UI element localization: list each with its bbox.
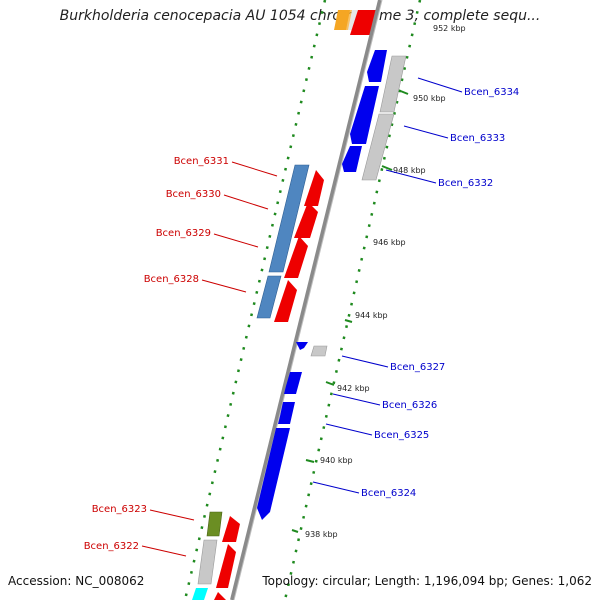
- backbone-line: [230, 0, 382, 600]
- gene-label-left[interactable]: Bcen_6323: [92, 504, 147, 515]
- gene-label-left[interactable]: Bcen_6329: [156, 228, 211, 239]
- gene-bcen-6325[interactable]: [278, 402, 295, 424]
- tick-label: 948 kbp: [393, 166, 426, 175]
- tick-label: 940 kbp: [320, 456, 353, 465]
- forward-genes: [257, 50, 407, 520]
- tick-label: 946 kbp: [373, 238, 406, 247]
- gene-label-right[interactable]: Bcen_6333: [450, 133, 505, 144]
- gene-bcen-6323[interactable]: [222, 516, 240, 542]
- tick-label: 952 kbp: [433, 24, 466, 33]
- gene-label-left[interactable]: Bcen_6331: [174, 156, 229, 167]
- right-leader-lines: [312, 77, 463, 494]
- gene-label-left[interactable]: Bcen_6330: [166, 189, 221, 200]
- cog-block-olive: [206, 511, 223, 537]
- tick-label: 938 kbp: [305, 530, 338, 539]
- cog-block-cyan: [192, 588, 208, 600]
- gene-bcen-6327[interactable]: [296, 342, 308, 350]
- gene-bcen-6326[interactable]: [284, 372, 302, 394]
- accession-text: Accession: NC_008062: [8, 574, 145, 588]
- gene-bcen-6333[interactable]: [350, 86, 379, 144]
- gene-label-right[interactable]: Bcen_6325: [374, 430, 429, 441]
- map-title: Burkholderia cenocepacia AU 1054 chromos…: [59, 8, 541, 24]
- gene-bcen-6322[interactable]: [216, 544, 236, 588]
- cog-block: [379, 55, 407, 113]
- gene-label-left[interactable]: Bcen_6322: [84, 541, 139, 552]
- gene-stub: [214, 592, 226, 600]
- gene-label-right[interactable]: Bcen_6332: [438, 178, 493, 189]
- gene-bcen-6331[interactable]: [304, 170, 324, 206]
- gene-label-right[interactable]: Bcen_6334: [464, 87, 519, 98]
- cog-block: [310, 345, 328, 357]
- left-leader-lines: [141, 161, 278, 557]
- tick-label: 944 kbp: [355, 311, 388, 320]
- gene-bcen-6324[interactable]: [257, 428, 290, 520]
- tick-label: 942 kbp: [337, 384, 370, 393]
- genome-summary-text: Topology: circular; Length: 1,196,094 bp…: [262, 574, 592, 588]
- cog-block: [361, 113, 395, 181]
- cog-block-blue: [256, 275, 282, 319]
- gene-bcen-6330[interactable]: [294, 202, 318, 238]
- tick-marks: [291, 89, 409, 533]
- gene-label-right[interactable]: Bcen_6327: [390, 362, 445, 373]
- cog-block-blue: [268, 164, 310, 273]
- gene-label-left[interactable]: Bcen_6328: [144, 274, 199, 285]
- cog-block: [197, 539, 218, 585]
- tick-label: 950 kbp: [413, 94, 446, 103]
- gene-bcen-6332[interactable]: [342, 146, 362, 172]
- gene-bcen-6328[interactable]: [274, 280, 297, 322]
- top-gene-stubs: [334, 10, 378, 35]
- gene-label-right[interactable]: Bcen_6324: [361, 488, 416, 499]
- gene-bcen-6329[interactable]: [284, 236, 308, 278]
- reverse-genes: [192, 164, 324, 600]
- gene-bcen-6334[interactable]: [367, 50, 387, 82]
- gene-label-right[interactable]: Bcen_6326: [382, 400, 437, 411]
